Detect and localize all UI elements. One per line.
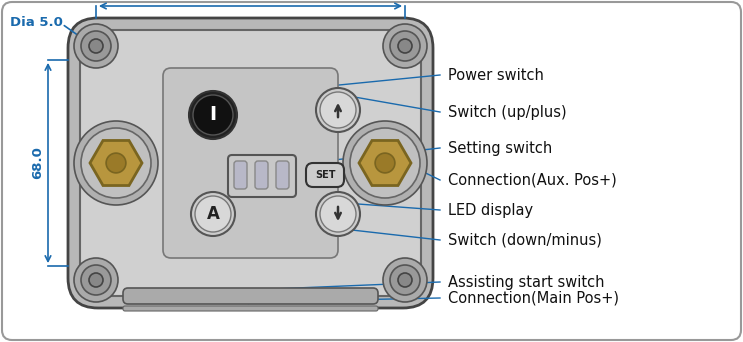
Circle shape xyxy=(74,121,158,205)
Circle shape xyxy=(74,24,118,68)
Circle shape xyxy=(383,258,427,302)
Text: Switch (down/minus): Switch (down/minus) xyxy=(448,233,602,248)
Circle shape xyxy=(320,92,356,128)
FancyBboxPatch shape xyxy=(163,68,338,258)
Circle shape xyxy=(343,121,427,205)
Text: 68.0: 68.0 xyxy=(31,147,44,180)
Circle shape xyxy=(89,39,103,53)
FancyBboxPatch shape xyxy=(123,288,378,304)
Circle shape xyxy=(383,24,427,68)
Text: 92.0: 92.0 xyxy=(234,0,267,2)
FancyBboxPatch shape xyxy=(68,18,433,308)
Circle shape xyxy=(390,265,420,295)
FancyBboxPatch shape xyxy=(228,155,296,197)
Text: A: A xyxy=(207,205,219,223)
Circle shape xyxy=(350,128,420,198)
Circle shape xyxy=(74,258,118,302)
Text: Assisting start switch: Assisting start switch xyxy=(448,275,605,289)
Polygon shape xyxy=(359,141,411,185)
Text: I: I xyxy=(210,105,216,124)
Circle shape xyxy=(106,153,126,173)
FancyBboxPatch shape xyxy=(276,161,289,189)
Circle shape xyxy=(189,91,237,139)
Text: LED display: LED display xyxy=(448,202,533,218)
FancyBboxPatch shape xyxy=(306,163,344,187)
Circle shape xyxy=(316,192,360,236)
Circle shape xyxy=(81,265,111,295)
Polygon shape xyxy=(90,141,142,185)
Circle shape xyxy=(398,39,412,53)
Circle shape xyxy=(191,192,235,236)
Circle shape xyxy=(81,128,151,198)
Circle shape xyxy=(89,273,103,287)
FancyBboxPatch shape xyxy=(255,161,268,189)
Circle shape xyxy=(195,196,231,232)
Text: Dia 5.0: Dia 5.0 xyxy=(10,15,63,28)
Circle shape xyxy=(375,153,395,173)
Circle shape xyxy=(320,196,356,232)
FancyBboxPatch shape xyxy=(234,161,247,189)
Circle shape xyxy=(81,31,111,61)
FancyBboxPatch shape xyxy=(123,306,378,311)
Text: SET: SET xyxy=(315,170,335,180)
Circle shape xyxy=(398,273,412,287)
Text: Connection(Main Pos+): Connection(Main Pos+) xyxy=(448,290,619,305)
Text: Switch (up/plus): Switch (up/plus) xyxy=(448,105,567,119)
Text: Setting switch: Setting switch xyxy=(448,141,552,156)
Circle shape xyxy=(193,95,233,135)
FancyBboxPatch shape xyxy=(80,30,421,296)
Text: Connection(Aux. Pos+): Connection(Aux. Pos+) xyxy=(448,172,617,187)
Circle shape xyxy=(316,88,360,132)
Circle shape xyxy=(390,31,420,61)
Text: Power switch: Power switch xyxy=(448,67,544,82)
